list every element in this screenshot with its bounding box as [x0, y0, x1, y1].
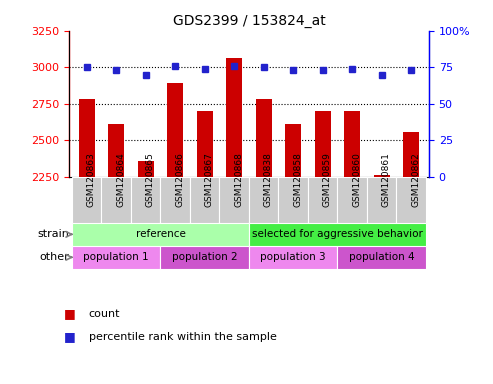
Bar [138, 161, 154, 177]
Text: GSM120862: GSM120862 [411, 152, 420, 207]
Title: GDS2399 / 153824_at: GDS2399 / 153824_at [173, 14, 325, 28]
Bar [72, 223, 249, 246]
Text: GSM120863: GSM120863 [87, 152, 96, 207]
Text: GSM120858: GSM120858 [293, 152, 302, 207]
Text: other: other [40, 252, 70, 262]
Bar [338, 177, 367, 223]
Bar [190, 177, 219, 223]
Bar [255, 99, 272, 177]
Text: GSM120868: GSM120868 [234, 152, 243, 207]
Bar [108, 124, 124, 177]
Bar [131, 177, 160, 223]
Bar [219, 177, 249, 223]
Bar [167, 83, 183, 177]
Text: GSM120864: GSM120864 [116, 152, 125, 207]
Bar [78, 99, 95, 177]
Text: reference: reference [136, 229, 185, 239]
Text: GSM120859: GSM120859 [323, 152, 332, 207]
Bar [396, 177, 426, 223]
Bar [285, 124, 301, 177]
Bar [315, 111, 331, 177]
Text: population 3: population 3 [260, 252, 326, 262]
Text: GSM120865: GSM120865 [146, 152, 155, 207]
Text: ■: ■ [64, 330, 76, 343]
Text: count: count [89, 309, 120, 319]
Text: GSM120861: GSM120861 [382, 152, 391, 207]
Bar [367, 177, 396, 223]
Bar [226, 58, 243, 177]
Text: GSM120866: GSM120866 [175, 152, 184, 207]
Bar [338, 246, 426, 269]
Text: population 4: population 4 [349, 252, 415, 262]
Text: GSM120838: GSM120838 [264, 152, 273, 207]
Text: selected for aggressive behavior: selected for aggressive behavior [252, 229, 423, 239]
Bar [72, 246, 160, 269]
Bar [249, 223, 426, 246]
Text: GSM120860: GSM120860 [352, 152, 361, 207]
Bar [308, 177, 338, 223]
Bar [102, 177, 131, 223]
Bar [249, 177, 279, 223]
Bar [374, 175, 390, 177]
Text: strain: strain [38, 229, 70, 239]
Bar [344, 111, 360, 177]
Bar [403, 132, 420, 177]
Text: population 2: population 2 [172, 252, 238, 262]
Text: population 1: population 1 [83, 252, 149, 262]
Bar [279, 177, 308, 223]
Bar [160, 177, 190, 223]
Bar [72, 177, 102, 223]
Bar [160, 246, 249, 269]
Bar [249, 246, 338, 269]
Text: GSM120867: GSM120867 [205, 152, 214, 207]
Bar [197, 111, 213, 177]
Text: percentile rank within the sample: percentile rank within the sample [89, 332, 277, 342]
Text: ■: ■ [64, 307, 76, 320]
